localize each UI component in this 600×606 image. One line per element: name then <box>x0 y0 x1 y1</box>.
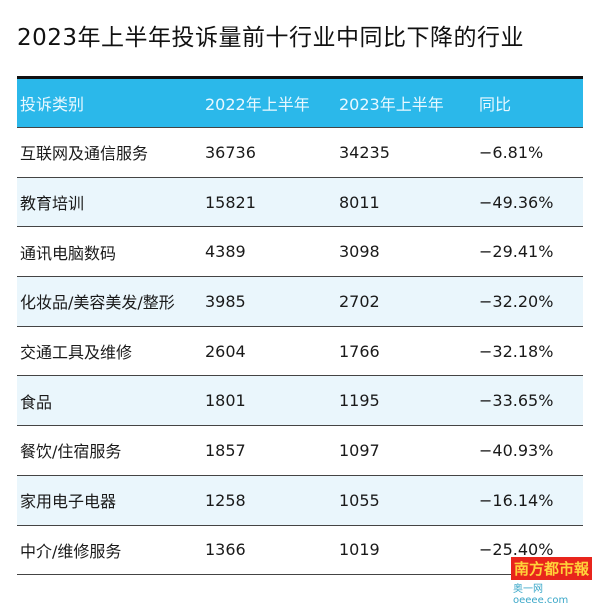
cell-2023: 1097 <box>339 440 380 460</box>
cell-2022: 4389 <box>205 242 246 262</box>
cell-2022: 1801 <box>205 391 246 411</box>
table-row: 食品 1801 1195 −33.65% <box>17 376 583 427</box>
table-row: 餐饮/住宿服务 1857 1097 −40.93% <box>17 426 583 476</box>
cell-category: 中介/维修服务 <box>20 541 122 561</box>
data-table: 投诉类别 2022年上半年 2023年上半年 同比 互联网及通信服务 36736 3… <box>17 76 583 576</box>
header-2023: 2023年上半年 <box>339 95 444 114</box>
cell-2023: 1195 <box>339 391 380 411</box>
cell-2023: 34235 <box>339 142 390 162</box>
cell-yoy: −40.93% <box>479 440 554 460</box>
cell-2023: 1019 <box>339 540 380 560</box>
cell-yoy: −6.81% <box>479 142 544 162</box>
cell-category: 通讯电脑数码 <box>20 243 117 263</box>
table-row: 互联网及通信服务 36736 34235 −6.81% <box>17 128 583 178</box>
cell-2023: 3098 <box>339 242 380 262</box>
cell-category: 家用电子电器 <box>20 492 117 512</box>
cell-category: 互联网及通信服务 <box>20 144 149 164</box>
cell-yoy: −32.20% <box>479 291 554 311</box>
table-row: 家用电子电器 1258 1055 −16.14% <box>17 475 583 526</box>
cell-yoy: −49.36% <box>479 192 554 212</box>
cell-2023: 8011 <box>339 192 380 212</box>
cell-yoy: −33.65% <box>479 391 554 411</box>
header-yoy: 同比 <box>479 95 512 114</box>
cell-yoy: −32.18% <box>479 341 554 361</box>
table-row: 中介/维修服务 1366 1019 −25.40% <box>17 526 583 576</box>
cell-2022: 1857 <box>205 440 246 460</box>
cell-2022: 2604 <box>205 341 246 361</box>
cell-2023: 2702 <box>339 291 380 311</box>
cell-category: 餐饮/住宿服务 <box>20 442 122 462</box>
cell-2023: 1766 <box>339 341 380 361</box>
cell-2023: 1055 <box>339 490 380 510</box>
header-2022: 2022年上半年 <box>205 95 310 114</box>
cell-2022: 15821 <box>205 192 256 212</box>
cell-category: 教育培训 <box>20 194 85 214</box>
cell-category: 化妆品/美容美发/整形 <box>20 293 175 313</box>
watermark-site: 奥一网 oeeee.com <box>513 584 569 606</box>
cell-yoy: −16.14% <box>479 490 554 510</box>
cell-2022: 1366 <box>205 540 246 560</box>
cell-category: 食品 <box>20 392 53 412</box>
table-header-row: 投诉类别 2022年上半年 2023年上半年 同比 <box>17 79 583 128</box>
cell-2022: 1258 <box>205 490 246 510</box>
table-row: 化妆品/美容美发/整形 3985 2702 −32.20% <box>17 277 583 327</box>
table-row: 交通工具及维修 2604 1766 −32.18% <box>17 327 583 377</box>
table-row: 通讯电脑数码 4389 3098 −29.41% <box>17 227 583 278</box>
cell-yoy: −29.41% <box>479 242 554 262</box>
watermark-logo: 南方都市報 <box>511 557 593 580</box>
cell-2022: 3985 <box>205 291 246 311</box>
cell-2022: 36736 <box>205 142 256 162</box>
table-row: 教育培训 15821 8011 −49.36% <box>17 177 583 228</box>
header-category: 投诉类别 <box>20 95 85 114</box>
page-title: 2023年上半年投诉量前十行业中同比下降的行业 <box>17 25 525 51</box>
cell-yoy: −25.40% <box>479 540 554 560</box>
cell-category: 交通工具及维修 <box>20 343 133 363</box>
